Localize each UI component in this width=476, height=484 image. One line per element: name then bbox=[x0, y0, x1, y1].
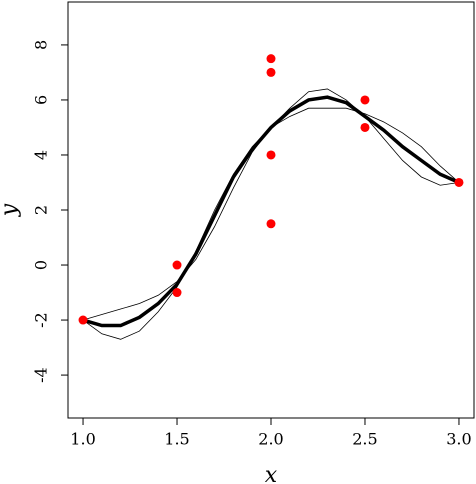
data-point bbox=[360, 95, 370, 105]
y-axis-label: y bbox=[0, 203, 22, 217]
data-point bbox=[266, 219, 276, 229]
data-point bbox=[266, 54, 276, 64]
fit-line bbox=[82, 95, 460, 328]
x-tick-label: 2.0 bbox=[258, 430, 283, 449]
y-tick-label: -4 bbox=[32, 367, 51, 383]
y-tick-label: 2 bbox=[32, 205, 51, 215]
data-point bbox=[454, 177, 464, 187]
x-tick-label: 2.5 bbox=[352, 430, 377, 449]
y-tick-label: 0 bbox=[32, 260, 51, 270]
y-tick-label: -2 bbox=[32, 312, 51, 328]
y-tick-label: 6 bbox=[32, 95, 51, 105]
x-tick-label: 3.0 bbox=[446, 430, 471, 449]
fit-line bbox=[82, 107, 460, 321]
y-tick-label: 4 bbox=[32, 150, 51, 160]
y-tick-label: 8 bbox=[32, 40, 51, 50]
data-point bbox=[172, 260, 182, 270]
data-point bbox=[266, 150, 276, 160]
data-point bbox=[266, 67, 276, 77]
x-tick-label: 1.5 bbox=[164, 430, 189, 449]
data-point bbox=[78, 315, 88, 325]
data-point bbox=[172, 288, 182, 298]
plot-frame bbox=[67, 1, 475, 419]
x-axis-label: x bbox=[265, 463, 278, 484]
x-tick-label: 1.0 bbox=[70, 430, 95, 449]
data-point bbox=[360, 122, 370, 132]
